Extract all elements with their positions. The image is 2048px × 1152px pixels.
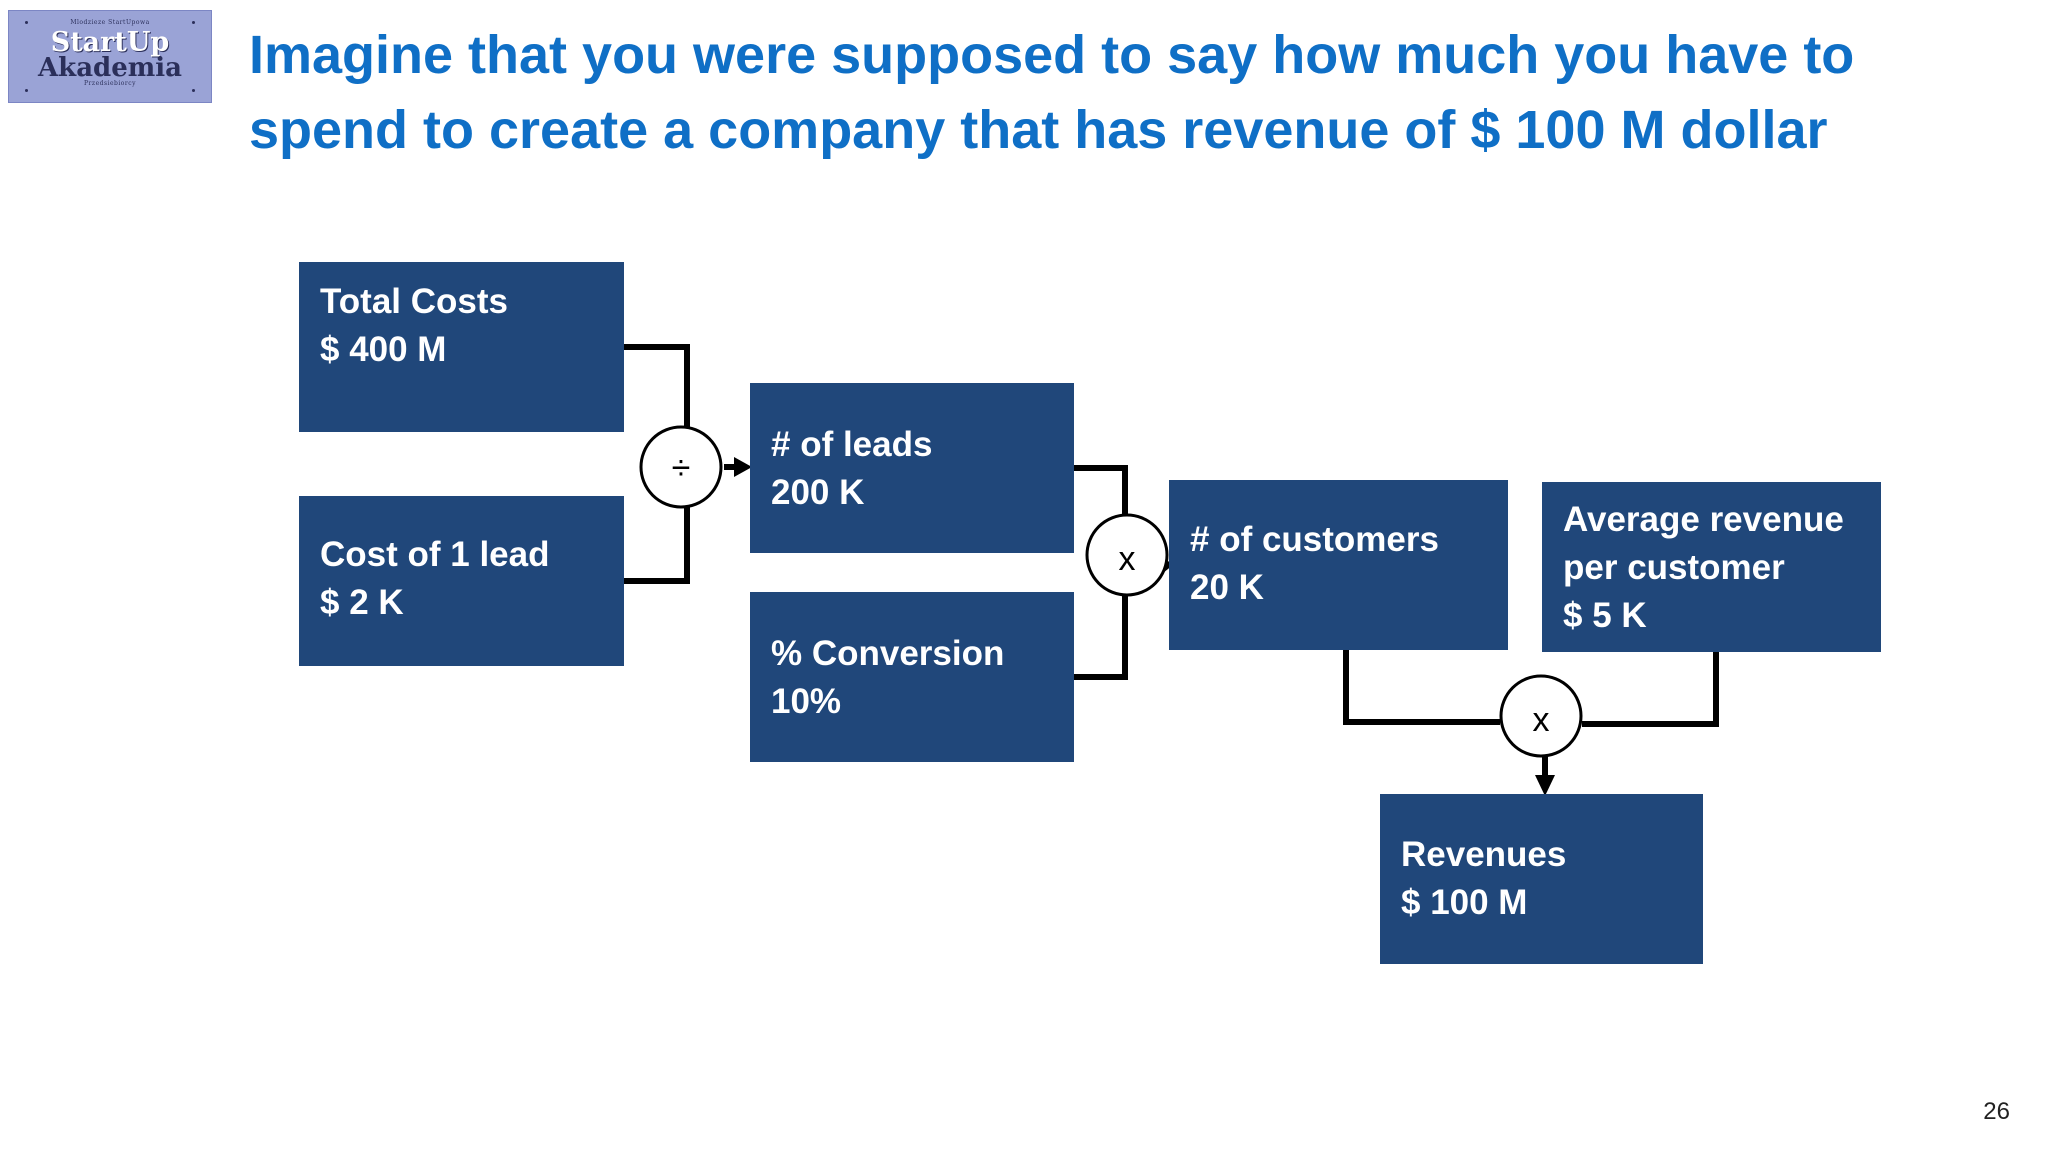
cost-per-lead-value: $ 2 K [320, 583, 404, 622]
avg-revenue-label-line2: per customer [1563, 548, 1785, 587]
connector-cost-lead [624, 505, 690, 584]
revenues-box: Revenues $ 100 M [1380, 794, 1703, 964]
multiply-operator-circle-2 [1499, 674, 1583, 758]
startup-akademia-logo: Mlodzieze StartUpowa StartUp Akademia Pr… [8, 10, 212, 103]
total-costs-box: Total Costs $ 400 M [299, 262, 624, 432]
leads-box: # of leads 200 K [750, 383, 1074, 553]
divide-operator-circle [639, 425, 723, 509]
conversion-value: 10% [771, 682, 842, 721]
conversion-label: % Conversion [771, 634, 1005, 673]
avg-revenue-value: $ 5 K [1563, 596, 1647, 635]
avg-revenue-label-line1: Average revenue [1563, 500, 1844, 539]
slide-title: Imagine that you were supposed to say ho… [249, 25, 1855, 160]
revenues-value: $ 100 M [1401, 883, 1528, 922]
connector-conversion [1074, 595, 1128, 680]
conversion-box: % Conversion 10% [750, 592, 1074, 762]
revenues-label: Revenues [1401, 835, 1567, 874]
connector-customers [1343, 650, 1500, 725]
leads-value: 200 K [771, 473, 865, 512]
connector-avg-revenue [1582, 652, 1719, 727]
page-number: 26 [1983, 1098, 2010, 1125]
customers-box: # of customers 20 K [1169, 480, 1508, 650]
cost-per-lead-label: Cost of 1 lead [320, 535, 550, 574]
leads-label: # of leads [771, 425, 933, 464]
total-costs-value: $ 400 M [320, 330, 447, 369]
arrowhead-to-revenues [1535, 775, 1555, 796]
customers-label: # of customers [1190, 520, 1439, 559]
total-costs-label: Total Costs [320, 282, 508, 321]
connector-total-costs [624, 344, 690, 430]
cost-per-lead-box: Cost of 1 lead $ 2 K [299, 496, 624, 666]
logo-top-text: Mlodzieze StartUpowa [70, 19, 150, 26]
connector-leads [1074, 465, 1128, 515]
divide-operator-symbol: ÷ [672, 449, 691, 487]
multiply-operator-symbol-2: x [1533, 701, 1550, 739]
logo-bottom-text: Przedsiebiorcy [84, 80, 136, 87]
customers-value: 20 K [1190, 568, 1264, 607]
multiply-operator-symbol-1: x [1119, 540, 1136, 578]
logo-brand-line2: Akademia [38, 53, 182, 83]
multiply-operator-circle-1 [1085, 513, 1169, 597]
avg-revenue-box: Average revenue per customer $ 5 K [1542, 482, 1881, 652]
logo-brand-line1: StartUp [50, 27, 170, 58]
